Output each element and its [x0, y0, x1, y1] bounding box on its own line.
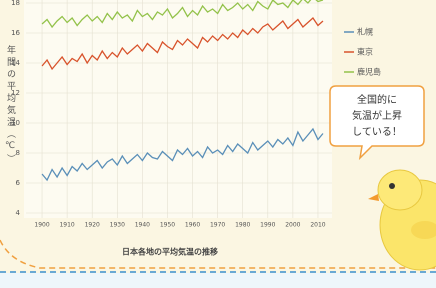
y-axis-label: 年間の平均気温（℃） [4, 45, 17, 166]
x-tick-label: 2000 [285, 222, 300, 229]
legend-label: 鹿児島 [357, 67, 381, 77]
legend-label: 東京 [357, 47, 373, 57]
bubble-text: している！ [352, 126, 402, 138]
chick-eye [389, 183, 395, 189]
bottom-strip [0, 273, 436, 288]
x-tick-label: 1950 [160, 222, 175, 229]
chick-head [378, 170, 422, 210]
legend-label: 札幌 [357, 27, 373, 37]
y-tick-label: 18 [11, 0, 20, 7]
y-tick-label: 16 [11, 29, 20, 37]
page: 4681012141618190019101920193019401950196… [0, 0, 436, 288]
x-tick-label: 1920 [85, 222, 100, 229]
chart: 4681012141618190019101920193019401950196… [0, 0, 436, 288]
x-tick-label: 2010 [310, 222, 325, 229]
bubble-text: 全国的に [357, 93, 397, 106]
chick-beak [368, 194, 379, 201]
x-tick-label: 1930 [110, 222, 125, 229]
x-tick-label: 1990 [260, 222, 275, 229]
x-tick-label: 1970 [210, 222, 225, 229]
caption: 日本各地の平均気温の推移 [122, 247, 218, 257]
x-tick-label: 1940 [135, 222, 150, 229]
y-tick-label: 6 [16, 179, 21, 187]
y-tick-label: 4 [16, 209, 21, 217]
x-tick-label: 1960 [185, 222, 200, 229]
bubble-text: 気温が上昇 [352, 109, 402, 122]
border-dash [0, 240, 436, 268]
speech-bubble: 全国的に 気温が上昇 している！ [330, 86, 424, 158]
x-tick-label: 1980 [235, 222, 250, 229]
x-tick-label: 1910 [59, 222, 74, 229]
x-tick-label: 1900 [34, 222, 49, 229]
chick-mascot [368, 170, 436, 270]
